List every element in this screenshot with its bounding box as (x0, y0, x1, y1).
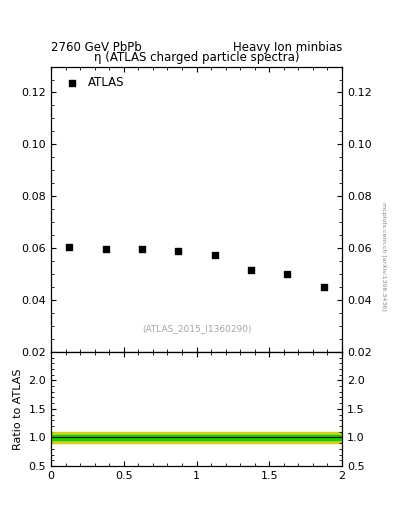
ATLAS (321, 283, 327, 291)
Text: Heavy Ion minbias: Heavy Ion minbias (233, 41, 342, 54)
ATLAS (139, 245, 145, 253)
ATLAS (66, 243, 72, 251)
Text: η (ATLAS charged particle spectra): η (ATLAS charged particle spectra) (94, 51, 299, 63)
ATLAS (284, 270, 290, 278)
ATLAS (103, 245, 109, 253)
ATLAS (175, 247, 182, 255)
ATLAS (248, 266, 254, 274)
Y-axis label: Ratio to ATLAS: Ratio to ATLAS (13, 368, 23, 450)
Text: 2760 GeV PbPb: 2760 GeV PbPb (51, 41, 142, 54)
Text: (ATLAS_2015_I1360290): (ATLAS_2015_I1360290) (142, 325, 251, 333)
ATLAS (211, 250, 218, 259)
Text: mcplots.cern.ch [arXiv:1306.3436]: mcplots.cern.ch [arXiv:1306.3436] (381, 202, 386, 310)
Legend: ATLAS: ATLAS (57, 73, 128, 93)
